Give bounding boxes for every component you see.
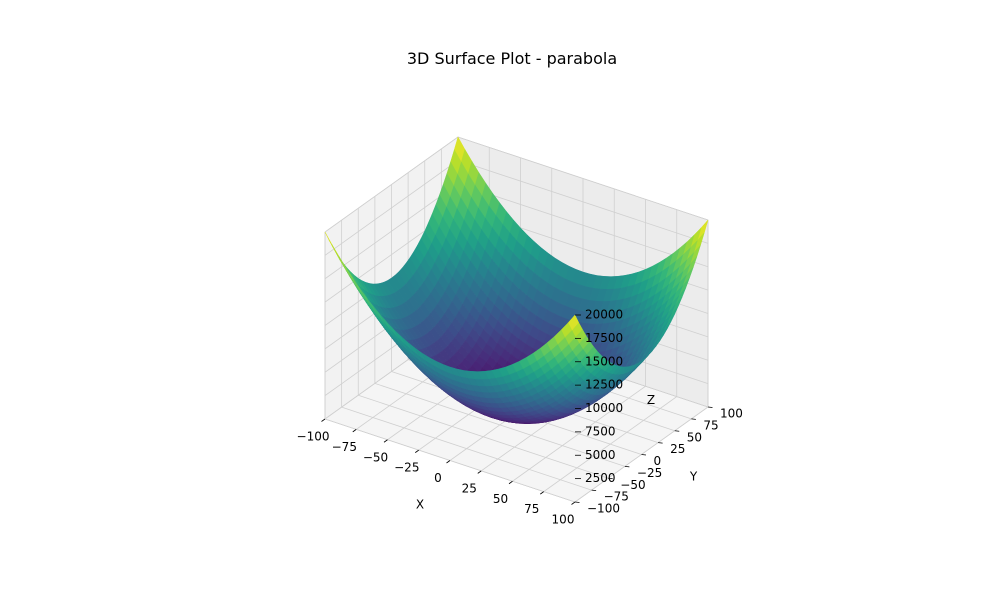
tick-mark xyxy=(641,454,647,456)
x-tick-label: −100 xyxy=(297,430,330,444)
z-tick-label: 15000 xyxy=(585,354,623,368)
grid-line-z-back xyxy=(457,136,709,221)
x-tick-label: −25 xyxy=(394,461,419,475)
z-tick-label: 10000 xyxy=(585,401,623,415)
z-tick-label: 17500 xyxy=(585,331,623,345)
grid-line-z-left xyxy=(324,183,459,280)
x-tick-label: 75 xyxy=(524,502,539,516)
grid-line-y-floor xyxy=(358,394,609,479)
axis-ticks: −100−75−50−250255075100−100−75−50−250255… xyxy=(297,308,743,527)
y-tick-label: 100 xyxy=(720,407,743,421)
x-tick-label: −50 xyxy=(363,450,388,464)
x-axis-title: X xyxy=(416,498,424,512)
z-tick-label: 7500 xyxy=(585,424,616,438)
tick-mark xyxy=(415,449,419,453)
z-tick-label: 5000 xyxy=(585,448,616,462)
tick-mark xyxy=(383,439,388,443)
y-tick-label: 0 xyxy=(654,454,662,468)
y-tick-label: 25 xyxy=(670,442,685,456)
tick-mark xyxy=(508,480,513,485)
z-tick-label: 20000 xyxy=(585,308,623,322)
z-axis-title: Z xyxy=(647,393,655,407)
tick-mark xyxy=(540,491,544,495)
z-tick-label: 2500 xyxy=(585,471,616,485)
tick-mark xyxy=(321,418,326,422)
z-tick-label: 12500 xyxy=(585,378,623,392)
tick-mark xyxy=(608,477,613,480)
surface-facet xyxy=(553,329,566,345)
x-tick-label: 25 xyxy=(462,481,477,495)
grid-line-z-left xyxy=(324,160,459,256)
tick-mark xyxy=(691,418,696,420)
tick-mark xyxy=(658,442,663,444)
tick-mark xyxy=(624,465,630,468)
grid-line-z-back xyxy=(457,159,709,244)
tick-mark xyxy=(477,470,482,474)
x-tick-label: 50 xyxy=(493,492,508,506)
chart-title: 3D Surface Plot - parabola xyxy=(407,49,617,68)
grid-line-z-left xyxy=(324,136,459,233)
tick-mark xyxy=(591,489,597,492)
tick-mark xyxy=(674,430,680,432)
x-tick-label: 0 xyxy=(434,471,442,485)
tick-mark xyxy=(352,429,357,433)
grid-line-z-back xyxy=(457,183,709,268)
y-tick-label: 50 xyxy=(687,430,702,444)
tick-mark xyxy=(707,406,713,408)
tick-mark xyxy=(574,501,580,503)
tick-mark xyxy=(571,501,576,505)
y-tick-label: −50 xyxy=(620,478,645,492)
x-tick-label: −75 xyxy=(332,440,357,454)
y-tick-label: 75 xyxy=(703,418,718,432)
y-axis-title: Y xyxy=(689,470,698,484)
tick-mark xyxy=(446,460,451,464)
grid-line-y-floor xyxy=(341,406,592,491)
y-tick-label: −100 xyxy=(587,502,620,516)
grid-line-y-floor xyxy=(374,382,626,467)
surface-mesh xyxy=(324,136,709,424)
x-tick-label: 100 xyxy=(552,513,575,527)
y-tick-label: −75 xyxy=(604,490,629,504)
y-tick-label: −25 xyxy=(637,466,662,480)
